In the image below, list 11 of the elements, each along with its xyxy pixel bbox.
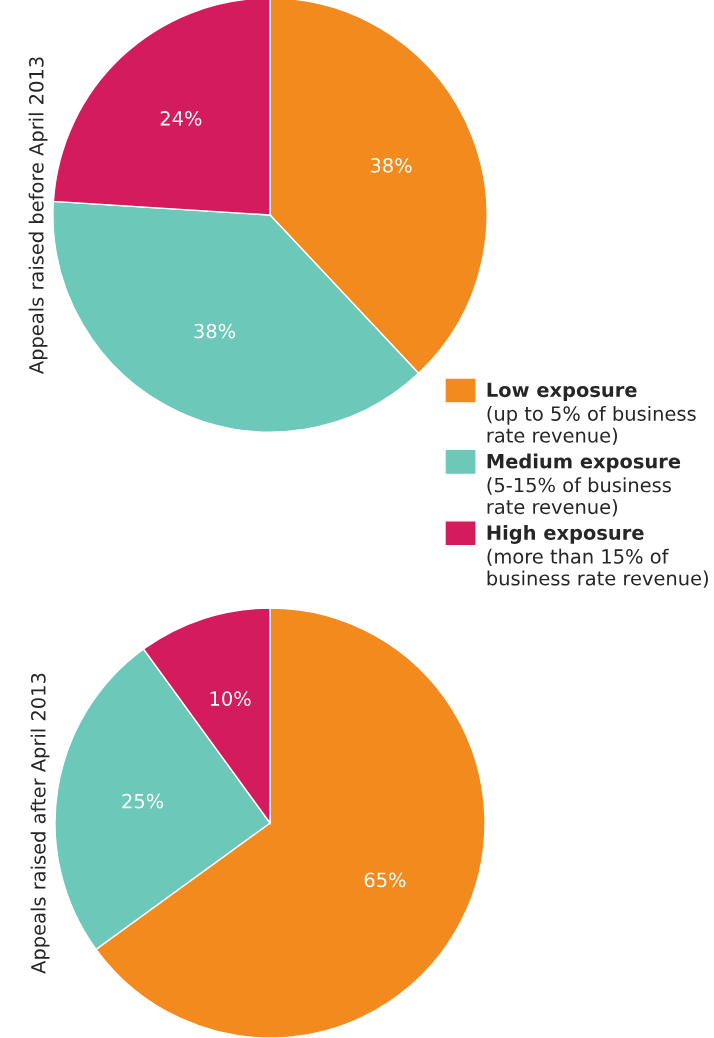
data-label: 24% xyxy=(160,111,202,126)
data-label: 38% xyxy=(194,323,236,339)
legend-label: Low exposure (up to 5% of business rate revenue) xyxy=(487,382,696,446)
data-label: 25% xyxy=(122,793,164,809)
data-label: 10% xyxy=(210,691,251,706)
text: Appeals raised after April 2013 xyxy=(30,673,50,974)
data-label: 65% xyxy=(364,872,406,888)
legend-label: Medium exposure (5-15% of business rate revenue) xyxy=(487,453,681,517)
text: Appeals raised before April 2013 xyxy=(28,57,48,375)
data-label: 38% xyxy=(370,158,412,173)
legend-label: High exposure (more than 15% of business rate revenue) xyxy=(487,524,708,588)
